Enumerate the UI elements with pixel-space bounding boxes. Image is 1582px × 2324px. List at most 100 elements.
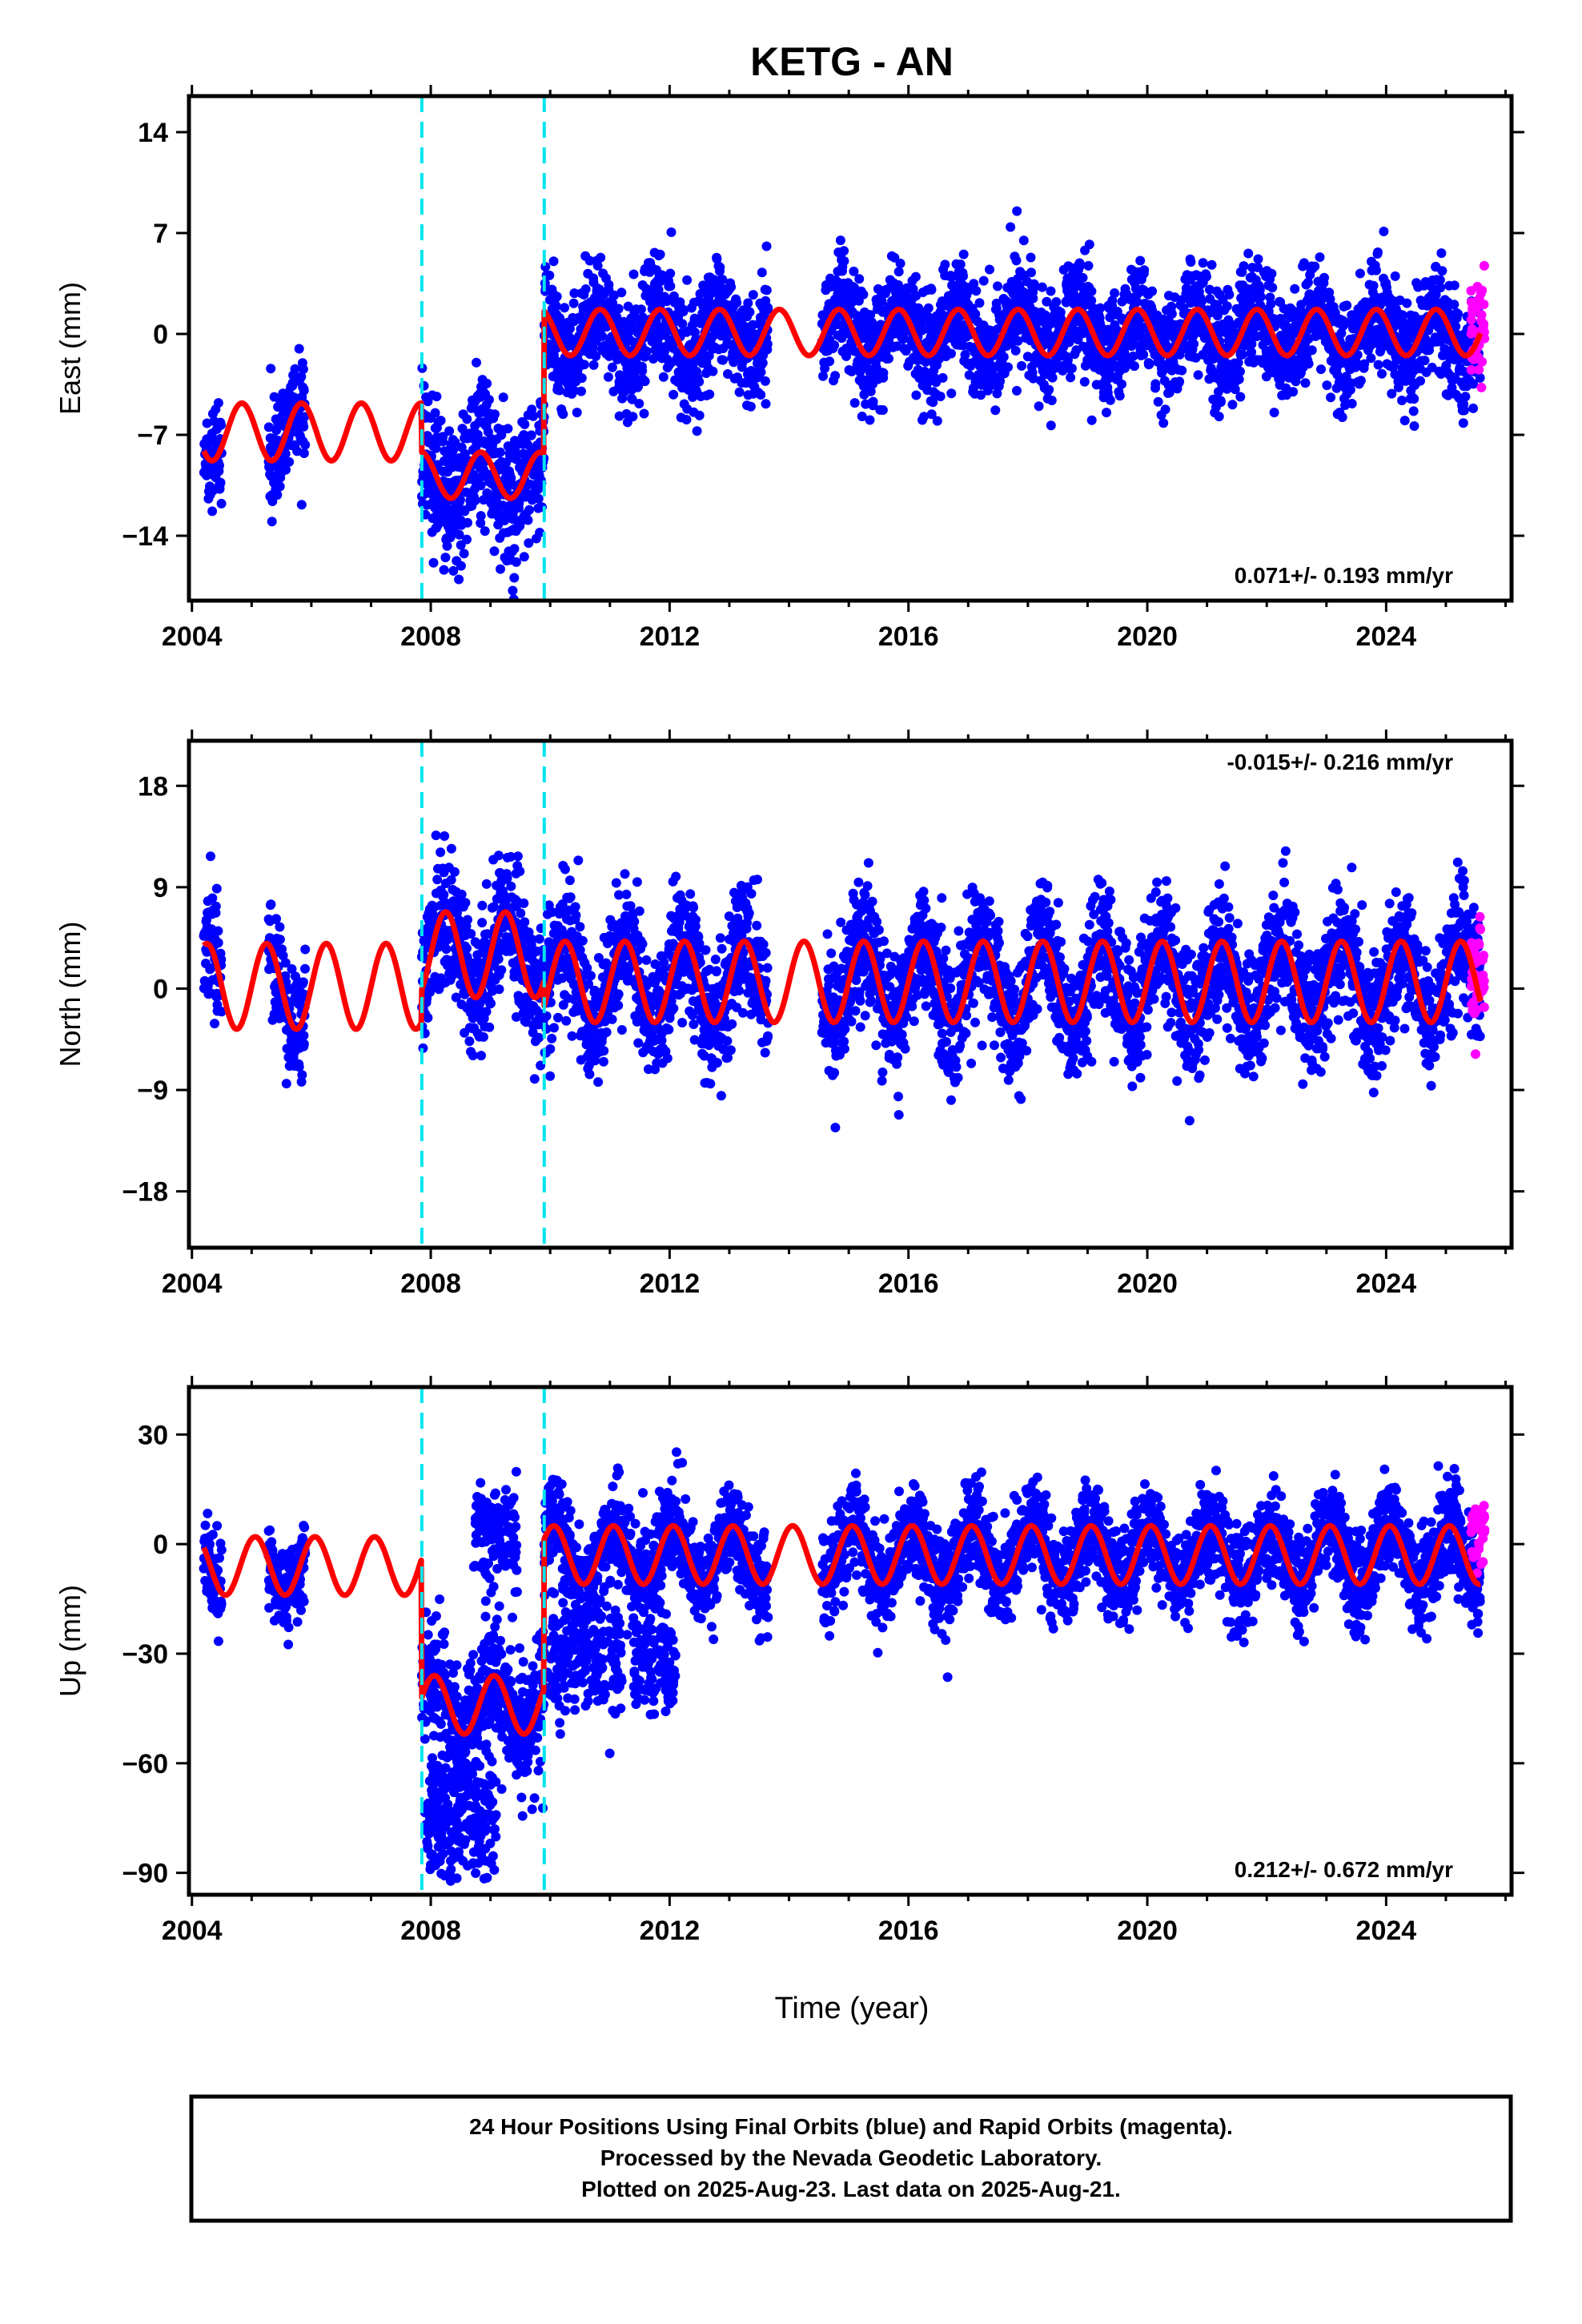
final-orbit-point bbox=[985, 264, 994, 275]
final-orbit-point bbox=[1083, 260, 1094, 271]
final-orbit-point bbox=[519, 935, 529, 945]
final-orbit-point bbox=[677, 319, 688, 329]
final-orbit-point bbox=[1436, 248, 1447, 259]
final-orbit-point bbox=[1468, 379, 1479, 389]
rapid-orbit-point bbox=[1476, 382, 1487, 392]
final-orbit-point bbox=[564, 875, 575, 886]
final-orbit-point bbox=[206, 851, 215, 862]
y-axis-title: East (mm) bbox=[54, 282, 86, 415]
final-orbit-point bbox=[825, 356, 835, 367]
final-orbit-point bbox=[715, 262, 725, 272]
final-orbit-point bbox=[1460, 392, 1471, 402]
final-orbit-point bbox=[439, 565, 449, 575]
final-orbit-point bbox=[1261, 372, 1271, 382]
final-orbit-point bbox=[628, 269, 639, 279]
final-orbit-point bbox=[503, 424, 513, 434]
final-orbit-point bbox=[476, 518, 486, 529]
final-orbit-point bbox=[633, 381, 644, 392]
final-orbit-point bbox=[726, 282, 737, 292]
rapid-orbit-point bbox=[1476, 310, 1487, 320]
final-orbit-point bbox=[263, 422, 274, 432]
final-orbit-point bbox=[481, 1007, 492, 1017]
final-orbit-point bbox=[544, 270, 555, 280]
final-orbit-point bbox=[1451, 321, 1461, 332]
y-tick-label: −14 bbox=[122, 521, 168, 552]
final-orbit-point bbox=[1003, 362, 1013, 372]
final-orbit-point bbox=[299, 412, 310, 422]
final-orbit-point bbox=[281, 464, 291, 475]
final-orbit-point bbox=[1239, 261, 1249, 271]
final-orbit-point bbox=[640, 376, 650, 387]
final-orbit-point bbox=[1387, 388, 1397, 399]
final-orbit-point bbox=[564, 324, 575, 334]
final-orbit-point bbox=[480, 526, 490, 537]
final-orbit-point bbox=[613, 304, 624, 314]
final-orbit-point bbox=[464, 1036, 475, 1047]
final-orbit-point bbox=[547, 1033, 557, 1043]
final-orbit-point bbox=[207, 893, 218, 903]
final-orbit-point bbox=[210, 1019, 219, 1029]
final-orbit-point bbox=[267, 517, 277, 527]
rapid-orbit-point bbox=[1479, 260, 1489, 271]
final-orbit-point bbox=[1415, 376, 1425, 386]
final-orbit-point bbox=[1449, 300, 1460, 310]
final-orbit-point bbox=[960, 350, 970, 360]
rapid-orbit-point bbox=[1466, 328, 1476, 339]
final-orbit-point bbox=[1368, 280, 1379, 291]
final-orbit-point bbox=[1144, 359, 1154, 369]
final-orbit-point bbox=[576, 386, 586, 396]
final-orbit-point bbox=[708, 366, 718, 376]
final-orbit-point bbox=[757, 358, 768, 368]
final-orbit-point bbox=[462, 414, 472, 424]
final-orbit-point bbox=[213, 926, 223, 936]
final-orbit-point bbox=[300, 440, 311, 450]
final-orbit-point bbox=[935, 392, 946, 401]
final-orbit-point bbox=[572, 408, 582, 418]
final-orbit-point bbox=[946, 348, 956, 359]
final-orbit-point bbox=[1307, 345, 1317, 356]
rapid-orbit-point bbox=[1466, 364, 1476, 375]
final-orbit-point bbox=[1437, 266, 1447, 276]
final-orbit-point bbox=[757, 267, 767, 278]
final-orbit-point bbox=[1028, 293, 1038, 304]
final-orbit-point bbox=[1012, 385, 1022, 396]
final-orbit-point bbox=[761, 399, 771, 409]
final-orbit-point bbox=[524, 538, 534, 549]
final-orbit-point bbox=[519, 898, 529, 908]
final-orbit-point bbox=[1037, 282, 1047, 292]
final-orbit-point bbox=[763, 304, 773, 315]
final-orbit-point bbox=[1047, 372, 1058, 383]
final-orbit-point bbox=[1129, 361, 1139, 372]
final-orbit-point bbox=[299, 1039, 309, 1049]
final-orbit-point bbox=[511, 1011, 521, 1022]
x-tick-label: 2012 bbox=[640, 621, 701, 652]
final-orbit-point bbox=[215, 460, 224, 471]
final-orbit-point bbox=[545, 1071, 556, 1081]
final-orbit-point bbox=[477, 900, 488, 911]
final-orbit-point bbox=[717, 275, 728, 284]
final-orbit-point bbox=[520, 917, 530, 927]
final-orbit-point bbox=[1028, 373, 1038, 384]
final-orbit-point bbox=[1390, 271, 1400, 281]
rapid-orbit-point bbox=[1479, 319, 1489, 329]
final-orbit-point bbox=[1227, 400, 1238, 410]
final-orbit-point bbox=[634, 399, 644, 408]
final-orbit-point bbox=[846, 366, 857, 376]
final-orbit-point bbox=[681, 415, 692, 424]
final-orbit-point bbox=[1042, 328, 1053, 338]
final-orbit-point bbox=[1234, 374, 1244, 384]
final-orbit-point bbox=[1132, 296, 1142, 307]
final-orbit-point bbox=[938, 372, 948, 383]
final-orbit-point bbox=[299, 421, 309, 432]
final-orbit-point bbox=[294, 344, 304, 354]
final-orbit-point bbox=[666, 227, 677, 237]
final-orbit-point bbox=[280, 958, 291, 968]
final-orbit-point bbox=[1419, 356, 1430, 366]
final-orbit-point bbox=[1371, 265, 1381, 275]
final-orbit-point bbox=[974, 298, 985, 308]
final-orbit-point bbox=[476, 480, 486, 491]
final-orbit-point bbox=[462, 943, 472, 954]
final-orbit-point bbox=[207, 506, 218, 517]
final-orbit-point bbox=[496, 965, 507, 975]
